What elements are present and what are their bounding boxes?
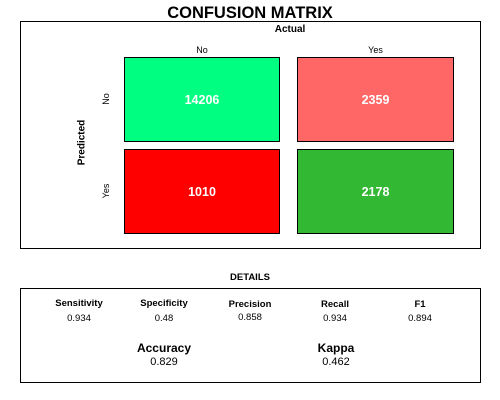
metric-value-specificity: 0.48 (154, 313, 174, 324)
metric-value-precision: 0.858 (238, 312, 262, 323)
matrix-cell-pred-yes-actual-no: 1010 (124, 149, 280, 234)
details-heading: DETAILS (230, 272, 270, 283)
cell-value-label: 2178 (361, 184, 390, 199)
accuracy-label: Accuracy (136, 341, 192, 355)
cell-value-label: 14206 (184, 92, 220, 107)
matrix-cell-pred-no-actual-yes: 2359 (297, 57, 454, 142)
matrix-cell-pred-yes-actual-yes: 2178 (297, 149, 454, 234)
x-tick-no: No (196, 45, 208, 55)
predicted-axis-title: Predicted (76, 119, 88, 166)
metric-label-specificity: Specificity (140, 298, 188, 309)
kappa-value: 0.462 (322, 356, 350, 368)
cell-value-label: 2359 (361, 92, 390, 107)
metric-value-f1: 0.894 (408, 313, 432, 324)
y-tick-yes: Yes (101, 183, 111, 199)
cell-value-label: 1010 (188, 184, 216, 199)
details-panel (20, 288, 481, 383)
y-tick-no: No (101, 93, 111, 105)
metric-label-sensitivity: Sensitivity (55, 298, 103, 309)
kappa-label: Kappa (317, 341, 355, 355)
matrix-panel (20, 21, 481, 249)
metric-value-sensitivity: 0.934 (67, 313, 91, 324)
metric-label-f1: F1 (414, 299, 426, 310)
metric-label-recall: Recall (321, 299, 349, 310)
metric-label-precision: Precision (228, 299, 272, 310)
metric-value-recall: 0.934 (323, 313, 347, 324)
actual-axis-title: Actual (274, 24, 306, 35)
accuracy-value: 0.829 (150, 356, 178, 368)
matrix-cell-pred-no-actual-no: 14206 (124, 57, 280, 142)
chart-title: CONFUSION MATRIX (167, 4, 333, 22)
x-tick-yes: Yes (368, 45, 383, 55)
